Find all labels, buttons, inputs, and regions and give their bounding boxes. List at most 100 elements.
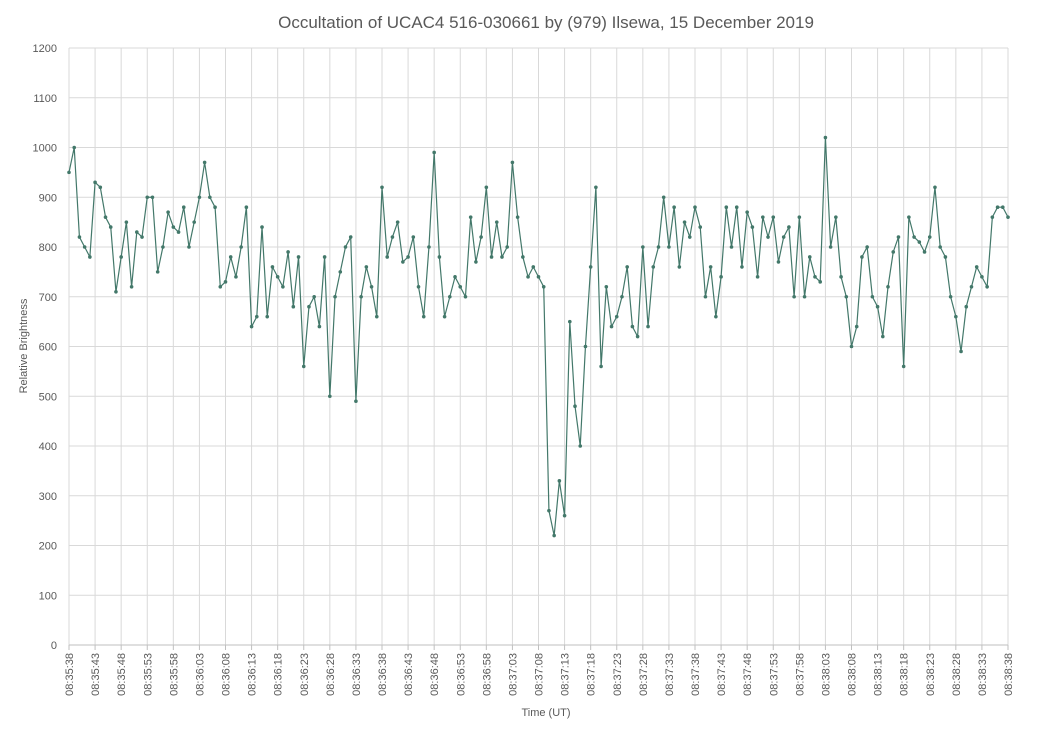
x-tick-label: 08:36:18	[273, 653, 285, 696]
data-point	[568, 319, 572, 324]
data-point	[322, 255, 327, 259]
data-point	[301, 364, 306, 369]
data-point	[922, 250, 927, 254]
data-point	[145, 195, 150, 200]
data-point	[755, 275, 760, 279]
x-tick-label: 08:38:33	[977, 653, 989, 696]
x-tick-label: 08:37:18	[586, 653, 598, 696]
data-point	[708, 265, 713, 269]
data-point	[192, 220, 196, 224]
x-tick-label: 08:36:48	[429, 653, 441, 696]
x-tick-label: 08:36:28	[325, 653, 337, 696]
data-point	[437, 255, 442, 259]
data-point	[761, 215, 765, 219]
data-point	[463, 294, 468, 299]
data-point	[536, 275, 541, 279]
data-point	[886, 285, 890, 289]
x-tick-label: 08:37:43	[716, 653, 728, 696]
data-point	[802, 294, 807, 299]
data-point	[891, 250, 896, 254]
y-tick-label: 900	[39, 192, 57, 204]
data-point	[557, 479, 562, 483]
data-point	[959, 349, 963, 354]
x-tick-label: 08:37:48	[742, 653, 754, 696]
data-point	[197, 195, 202, 200]
x-tick-label: 08:36:43	[403, 653, 415, 696]
y-tick-label: 800	[39, 242, 57, 254]
data-point	[479, 235, 483, 239]
x-tick-label: 08:38:03	[820, 653, 832, 696]
data-point	[155, 270, 160, 274]
data-point	[578, 444, 583, 448]
data-point	[875, 304, 880, 309]
data-point	[635, 334, 640, 339]
data-point	[239, 245, 243, 249]
data-point	[771, 215, 776, 219]
data-point	[901, 364, 906, 369]
x-tick-label: 08:37:58	[794, 653, 806, 696]
data-point	[896, 235, 901, 239]
data-point	[588, 265, 593, 269]
data-point	[677, 265, 682, 269]
data-point	[661, 195, 666, 200]
data-point	[458, 285, 463, 289]
data-point	[594, 185, 598, 190]
data-point	[620, 294, 624, 299]
data-point	[969, 285, 974, 289]
data-point	[395, 220, 400, 224]
y-tick-label: 1200	[33, 43, 57, 55]
y-tick-label: 200	[39, 541, 57, 553]
data-point	[406, 255, 410, 259]
data-point	[67, 170, 71, 175]
data-point	[854, 324, 859, 329]
data-point	[270, 265, 275, 269]
data-point	[328, 394, 332, 399]
data-point	[693, 205, 697, 209]
data-point	[828, 245, 833, 249]
data-point	[541, 285, 546, 289]
x-tick-label: 08:37:13	[560, 653, 572, 696]
x-tick-label: 08:37:08	[534, 653, 546, 696]
data-point	[604, 285, 609, 289]
data-point	[1006, 215, 1010, 219]
data-point	[834, 215, 838, 219]
data-point	[609, 324, 614, 329]
data-point	[849, 344, 854, 349]
x-tick-label: 08:36:33	[351, 653, 363, 696]
data-point	[672, 205, 676, 209]
data-point	[369, 285, 374, 289]
data-point	[625, 265, 629, 269]
x-tick-label: 08:38:38	[1003, 653, 1015, 696]
x-tick-label: 08:35:38	[64, 653, 76, 696]
data-point	[954, 314, 958, 319]
x-tick-label: 08:36:38	[377, 653, 389, 696]
data-point	[374, 314, 379, 319]
data-point	[521, 255, 525, 259]
data-point	[202, 160, 207, 165]
data-point	[385, 255, 390, 259]
data-point	[641, 245, 645, 249]
chart-title: Occultation of UCAC4 516-030661 by (979)…	[278, 13, 814, 32]
data-point	[108, 225, 113, 229]
x-tick-label: 08:36:03	[194, 653, 206, 696]
data-point	[359, 294, 363, 299]
data-point	[291, 304, 296, 309]
data-point	[792, 294, 796, 299]
data-point	[526, 275, 530, 279]
data-point	[776, 260, 781, 264]
data-point	[176, 230, 181, 234]
data-point	[213, 205, 217, 209]
data-point	[515, 215, 520, 219]
data-point	[552, 533, 556, 538]
data-point	[401, 260, 405, 264]
data-point	[474, 260, 478, 264]
data-point	[223, 280, 228, 284]
data-point	[750, 225, 755, 229]
data-point	[333, 294, 337, 299]
data-point	[380, 185, 384, 190]
data-point	[296, 255, 301, 259]
x-tick-label: 08:37:33	[664, 653, 676, 696]
x-tick-label: 08:38:08	[847, 653, 859, 696]
y-tick-label: 300	[39, 491, 57, 503]
data-point	[364, 265, 369, 269]
